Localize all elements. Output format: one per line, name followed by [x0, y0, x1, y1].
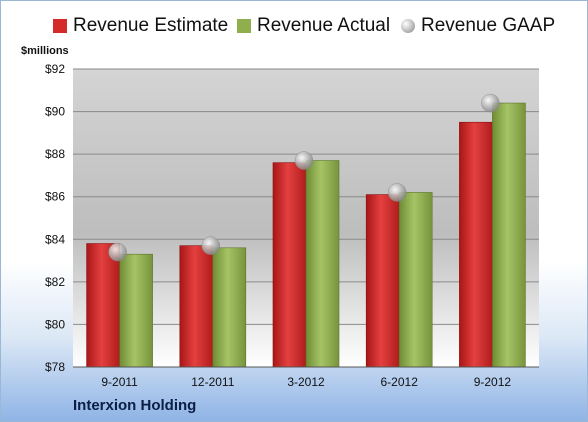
- y-unit-label: $millions: [21, 45, 69, 57]
- marker-revenue-gaap: [481, 93, 500, 113]
- y-tick-label: $88: [45, 147, 65, 161]
- y-tick-label: $82: [45, 275, 65, 289]
- legend-item-gaap: Revenue GAAP: [401, 15, 555, 37]
- marker-revenue-gaap: [387, 183, 407, 202]
- legend-swatch-estimate: [53, 19, 67, 33]
- y-tick-label: $90: [45, 105, 65, 119]
- x-tick-label: 12-2011: [191, 375, 234, 389]
- y-tick-label: $86: [45, 190, 65, 204]
- x-tick-label: 9-2011: [101, 375, 138, 389]
- y-tick-label: $92: [45, 62, 65, 76]
- marker-revenue-gaap: [108, 242, 127, 262]
- legend-label-actual: Revenue Actual: [257, 15, 391, 36]
- marker-revenue-gaap: [201, 236, 221, 255]
- bar-revenue-actual: [119, 253, 153, 368]
- bar-revenue-estimate: [459, 121, 493, 368]
- legend-swatch-actual: [237, 19, 251, 33]
- bar-revenue-actual: [398, 192, 433, 368]
- x-tick-label: 9-2012: [474, 375, 512, 389]
- legend-marker-gaap: [401, 19, 415, 33]
- legend-item-actual: Revenue Actual: [237, 15, 390, 37]
- y-tick-label: $80: [45, 317, 65, 331]
- legend-label-gaap: Revenue GAAP: [421, 15, 556, 36]
- company-name: Interxion Holding: [73, 397, 197, 414]
- bar-revenue-actual: [305, 160, 340, 368]
- y-tick-label: $78: [45, 360, 65, 374]
- x-tick-label: 3-2012: [287, 375, 325, 389]
- y-tick-label: $84: [45, 232, 65, 246]
- bar-revenue-estimate: [86, 243, 120, 368]
- x-tick-label: 6-2012: [381, 375, 419, 389]
- bar-revenue-actual: [212, 247, 247, 368]
- legend-label-estimate: Revenue Estimate: [73, 15, 229, 36]
- legend-item-estimate: Revenue Estimate: [53, 15, 228, 37]
- marker-revenue-gaap: [294, 151, 314, 170]
- bar-revenue-actual: [492, 102, 526, 368]
- legend: Revenue Estimate Revenue Actual Revenue …: [1, 15, 587, 43]
- bar-revenue-estimate: [179, 245, 214, 368]
- bar-revenue-estimate: [272, 162, 307, 368]
- bar-revenue-estimate: [365, 194, 400, 368]
